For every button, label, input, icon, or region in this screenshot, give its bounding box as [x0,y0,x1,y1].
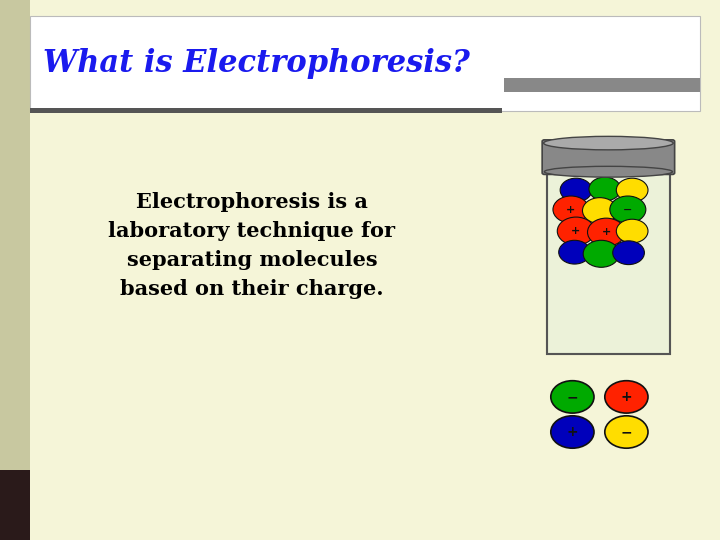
Circle shape [559,240,590,264]
Text: +: + [567,425,578,439]
Text: +: + [621,390,632,404]
Circle shape [583,240,619,267]
Ellipse shape [544,136,673,150]
Ellipse shape [544,166,672,177]
Circle shape [605,416,648,448]
Circle shape [551,381,594,413]
Text: −: − [621,425,632,439]
Circle shape [610,196,646,223]
Text: −: − [567,390,578,404]
Circle shape [589,177,621,201]
Circle shape [616,178,648,202]
FancyBboxPatch shape [30,16,700,111]
Text: Electrophoresis is a
laboratory technique for
separating molecules
based on thei: Electrophoresis is a laboratory techniqu… [109,192,395,299]
Circle shape [616,219,648,243]
Circle shape [588,218,625,246]
FancyBboxPatch shape [30,108,502,113]
FancyBboxPatch shape [0,0,30,540]
Text: +: + [572,226,580,236]
FancyBboxPatch shape [542,140,675,174]
Circle shape [613,241,644,265]
FancyBboxPatch shape [0,470,30,540]
FancyBboxPatch shape [547,170,670,354]
Circle shape [553,196,589,223]
Text: −: − [623,205,633,214]
FancyBboxPatch shape [504,78,700,92]
Circle shape [605,381,648,413]
Circle shape [557,217,595,245]
Text: +: + [602,227,611,237]
Circle shape [551,416,594,448]
Circle shape [582,198,617,224]
Circle shape [560,178,592,202]
Text: +: + [567,205,575,214]
Text: What is Electrophoresis?: What is Electrophoresis? [43,48,470,79]
